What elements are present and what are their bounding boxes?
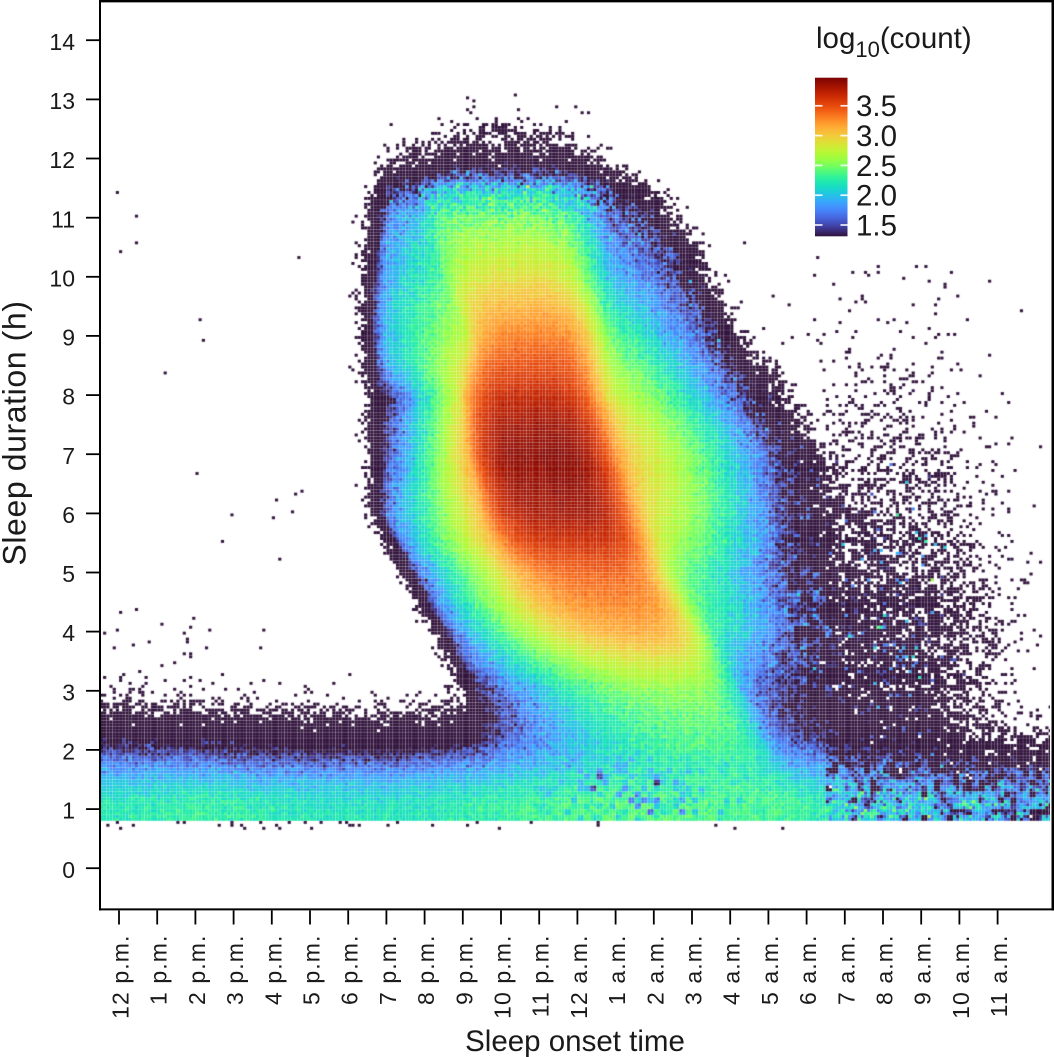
svg-text:10 p.m.: 10 p.m. [490, 935, 516, 1019]
svg-text:1: 1 [62, 798, 75, 824]
svg-text:9 p.m.: 9 p.m. [451, 935, 477, 1006]
svg-text:7: 7 [62, 443, 75, 469]
svg-text:2 a.m.: 2 a.m. [642, 935, 668, 1006]
svg-text:10 a.m.: 10 a.m. [948, 935, 974, 1019]
svg-text:6 a.m.: 6 a.m. [795, 935, 821, 1006]
svg-text:11 p.m.: 11 p.m. [528, 935, 554, 1018]
svg-text:Sleep onset time: Sleep onset time [465, 1025, 685, 1057]
svg-text:3.5: 3.5 [856, 90, 897, 123]
svg-text:5 p.m.: 5 p.m. [299, 935, 325, 1006]
svg-text:3.0: 3.0 [856, 120, 897, 153]
svg-text:log10(count): log10(count) [816, 22, 972, 62]
svg-text:2: 2 [62, 739, 75, 765]
svg-text:1.5: 1.5 [856, 209, 897, 242]
svg-text:4 a.m.: 4 a.m. [719, 935, 745, 1006]
svg-text:8 a.m.: 8 a.m. [872, 935, 898, 1006]
svg-text:12: 12 [49, 147, 75, 173]
svg-text:5 a.m.: 5 a.m. [757, 935, 783, 1006]
svg-text:9: 9 [62, 325, 75, 351]
svg-text:2.5: 2.5 [856, 150, 897, 183]
svg-text:7 p.m.: 7 p.m. [375, 935, 401, 1006]
svg-text:6: 6 [62, 502, 75, 528]
svg-text:14: 14 [49, 29, 75, 55]
svg-text:3 p.m.: 3 p.m. [222, 935, 248, 1006]
svg-text:9 a.m.: 9 a.m. [910, 935, 936, 1006]
svg-text:2.0: 2.0 [856, 180, 897, 213]
svg-text:8: 8 [62, 384, 75, 410]
svg-text:1 a.m.: 1 a.m. [604, 935, 630, 1006]
svg-text:0: 0 [62, 857, 75, 883]
svg-text:11 a.m.: 11 a.m. [986, 935, 1012, 1018]
svg-text:12 a.m.: 12 a.m. [566, 935, 592, 1019]
svg-text:4: 4 [62, 620, 75, 646]
svg-text:12 p.m.: 12 p.m. [108, 935, 134, 1019]
svg-text:5: 5 [62, 561, 75, 587]
svg-text:7 a.m.: 7 a.m. [833, 935, 859, 1006]
svg-text:Sleep duration (h): Sleep duration (h) [0, 300, 33, 565]
svg-text:11: 11 [51, 206, 75, 232]
svg-text:1 p.m.: 1 p.m. [146, 935, 172, 1006]
svg-text:8 p.m.: 8 p.m. [413, 935, 439, 1006]
svg-text:3 a.m.: 3 a.m. [681, 935, 707, 1006]
svg-text:10: 10 [49, 265, 75, 291]
svg-text:2 p.m.: 2 p.m. [184, 935, 210, 1006]
svg-text:3: 3 [62, 679, 75, 705]
svg-text:6 p.m.: 6 p.m. [337, 935, 363, 1006]
svg-text:4 p.m.: 4 p.m. [260, 935, 286, 1006]
svg-text:13: 13 [49, 88, 75, 114]
